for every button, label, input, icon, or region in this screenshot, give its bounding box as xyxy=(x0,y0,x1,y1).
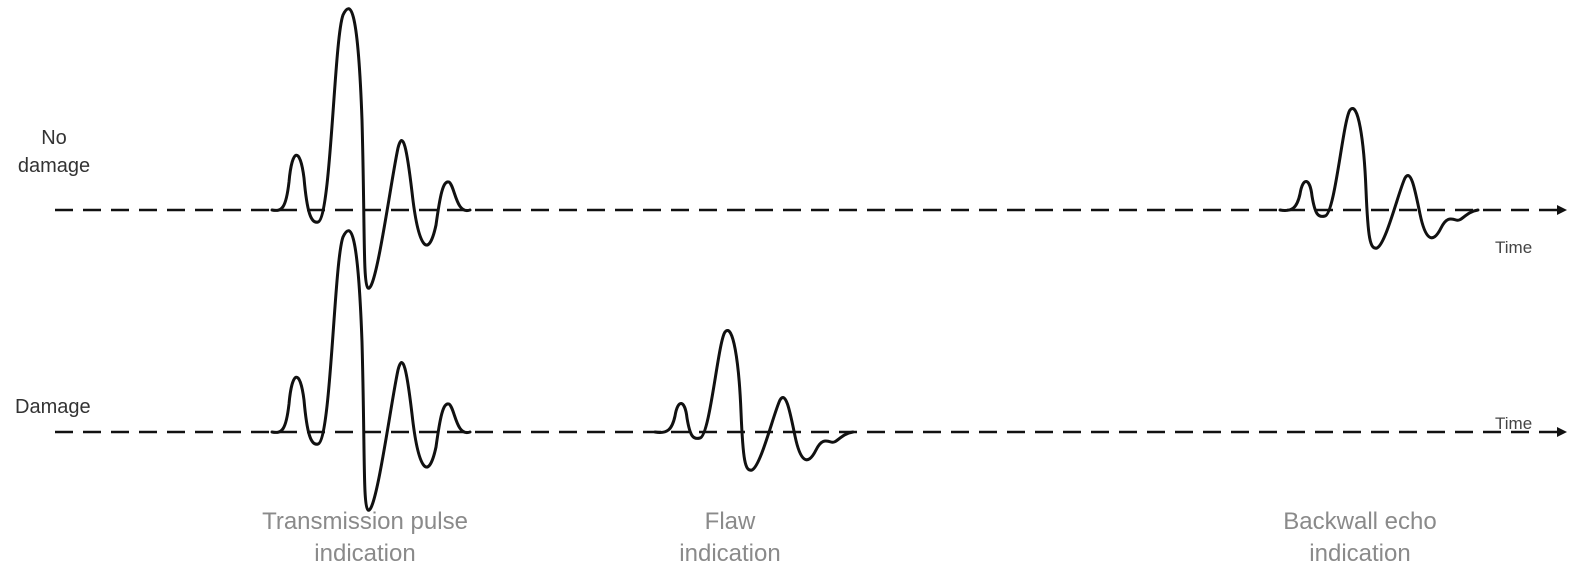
flaw-caption: Flaw indication xyxy=(640,506,820,570)
backwall-caption-line2: indication xyxy=(1309,540,1411,567)
no-damage-label: No damage xyxy=(8,124,100,180)
flaw-caption-line2: indication xyxy=(679,540,781,567)
transmission-pulse-caption: Transmission pulse indication xyxy=(220,506,510,570)
transmission-pulse-waveform-damage xyxy=(270,229,472,512)
backwall-echo-caption: Backwall echo indication xyxy=(1230,506,1490,570)
transmission-caption-line1: Transmission pulse xyxy=(262,508,468,535)
transmission-pulse-waveform-no-damage xyxy=(270,7,472,290)
backwall-echo-waveform-no-damage xyxy=(1278,106,1480,250)
backwall-caption-line1: Backwall echo xyxy=(1283,508,1437,535)
no-damage-label-line2: damage xyxy=(17,155,91,177)
transmission-caption-line2: indication xyxy=(314,540,416,567)
flaw-caption-line1: Flaw xyxy=(704,508,756,535)
no-damage-label-line1: No xyxy=(41,127,67,149)
damage-label: Damage xyxy=(15,396,91,418)
time-label-no-damage: Time xyxy=(1495,238,1532,257)
flaw-waveform-damage xyxy=(653,328,855,472)
time-label-damage: Time xyxy=(1495,414,1532,433)
